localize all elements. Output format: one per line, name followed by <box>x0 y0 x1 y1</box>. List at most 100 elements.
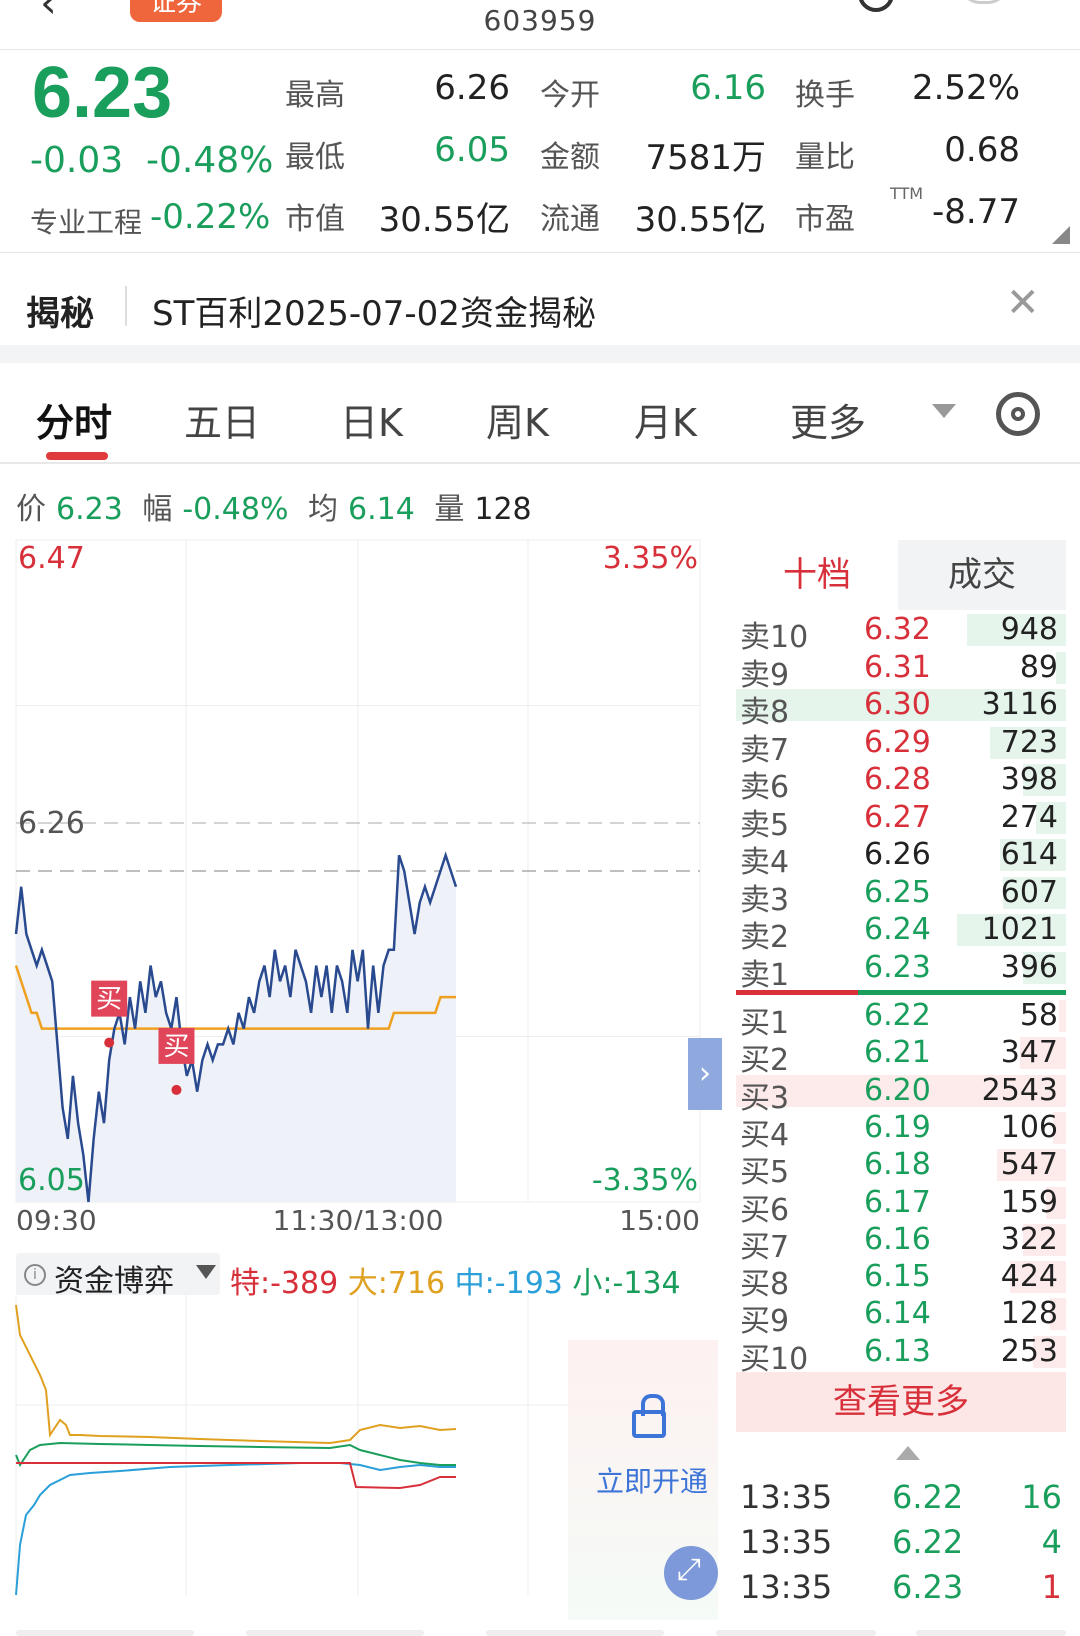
info-icon[interactable]: i <box>24 1264 46 1286</box>
order-book-row[interactable]: 买10 6.13 253 <box>736 1333 1066 1377</box>
volume-label: 量 <box>434 492 465 527</box>
buy-marker-label: 买 <box>96 985 122 1015</box>
y-axis-bottom-label: 6.05 <box>18 1163 85 1198</box>
chevron-up-icon[interactable] <box>896 1446 920 1460</box>
fund-flow-large: 大:716 <box>347 1266 446 1301</box>
reveal-link[interactable]: ST百利2025-07-02资金揭秘 <box>152 294 596 334</box>
order-book-row[interactable]: 买5 6.18 547 <box>736 1147 1066 1190</box>
level-price: 6.25 <box>864 874 931 910</box>
pct-axis-top-label: 3.35% <box>603 541 698 576</box>
volume-bar <box>990 726 1066 759</box>
view-more-button[interactable]: 查看更多 <box>736 1372 1066 1432</box>
level-label: 买6 <box>740 1192 790 1228</box>
bottom-strip <box>16 1630 1066 1636</box>
brand-badge[interactable]: 证券 <box>130 0 222 22</box>
fund-flow-title[interactable]: 资金博弈 <box>54 1264 174 1299</box>
expand-corner-icon[interactable] <box>1052 226 1070 244</box>
order-book-row[interactable]: 买9 6.14 128 <box>736 1296 1066 1339</box>
level-volume: 424 <box>1000 1259 1058 1295</box>
tab-five-day[interactable]: 五日 <box>184 401 261 445</box>
order-book-row[interactable]: 买2 6.21 347 <box>736 1035 1066 1078</box>
tab-intraday[interactable]: 分时 <box>36 401 113 445</box>
level-volume: 3116 <box>981 687 1058 722</box>
ask-bid-divider <box>858 990 1066 995</box>
order-book-row[interactable]: 卖7 6.29 723 <box>736 725 1066 768</box>
quote-label: 今开 <box>540 78 600 113</box>
order-book-row[interactable]: 买4 6.19 106 <box>736 1110 1066 1153</box>
volume-bar <box>1023 1223 1066 1256</box>
fund-flow-large-line <box>15 1304 457 1445</box>
gear-icon[interactable] <box>996 392 1040 436</box>
close-icon[interactable]: ✕ <box>1006 280 1040 326</box>
volume-bar <box>1009 1261 1066 1294</box>
order-book-row[interactable]: 卖3 6.25 607 <box>736 874 1066 918</box>
level-label: 卖10 <box>740 620 809 655</box>
order-book-row[interactable]: 卖10 6.32 948 <box>736 612 1066 655</box>
order-book-row[interactable]: 买6 6.17 159 <box>736 1184 1066 1228</box>
lock-icon[interactable] <box>632 1394 666 1438</box>
price-label: 价 <box>16 492 46 527</box>
buy-marker <box>91 980 128 1017</box>
back-arrow-icon[interactable]: ‹ <box>40 0 57 27</box>
quote-label: 市盈 <box>795 202 855 237</box>
order-book-row[interactable]: 卖6 6.28 398 <box>736 762 1066 805</box>
divider <box>0 462 1080 464</box>
tab-monthly-k[interactable]: 月K <box>634 401 697 445</box>
x-axis-label: 15:00 <box>619 1204 700 1230</box>
order-book-row[interactable]: 卖4 6.26 614 <box>736 837 1066 880</box>
deal-volume: 1 <box>1041 1568 1062 1606</box>
order-book-row[interactable]: 买8 6.15 424 <box>736 1259 1066 1302</box>
level-volume: 547 <box>1000 1147 1058 1183</box>
level-label: 卖5 <box>740 807 790 843</box>
tab-deals[interactable]: 成交 <box>898 540 1066 610</box>
tab-more[interactable]: 更多 <box>790 401 867 445</box>
order-book-row[interactable]: 卖9 6.31 89 <box>736 649 1066 693</box>
price-value: 6.23 <box>56 492 123 527</box>
section-gap <box>0 345 1080 363</box>
level-price: 6.30 <box>864 687 931 722</box>
chevron-down-icon[interactable] <box>932 404 956 418</box>
average-label: 均 <box>308 492 339 527</box>
bottom-tab-hint <box>716 1630 876 1636</box>
fund-flow-selector[interactable] <box>16 1253 220 1295</box>
active-tab-indicator <box>46 452 108 460</box>
level-volume: 2543 <box>981 1072 1058 1108</box>
level-label: 卖7 <box>740 732 790 768</box>
level-label: 卖3 <box>740 882 790 918</box>
level-volume: 253 <box>1000 1333 1058 1369</box>
expand-icon[interactable] <box>664 1546 718 1600</box>
level-price: 6.18 <box>864 1147 931 1183</box>
level-price: 6.24 <box>864 912 931 947</box>
volume-bar <box>736 1074 1066 1107</box>
order-book-row[interactable]: 卖1 6.23 396 <box>736 950 1066 993</box>
industry-name[interactable]: 专业工程 <box>30 206 143 239</box>
order-book-row[interactable]: 卖5 6.27 274 <box>736 800 1066 843</box>
amplitude-label: 幅 <box>142 492 173 527</box>
level-label: 买8 <box>740 1267 790 1303</box>
industry-percent[interactable]: -0.22% <box>150 197 271 237</box>
divider <box>125 286 127 326</box>
quote-label: 金额 <box>540 140 600 175</box>
level-label: 买4 <box>740 1117 790 1153</box>
bottom-tab-hint <box>486 1630 664 1636</box>
order-book-row[interactable]: 买7 6.16 322 <box>736 1222 1066 1265</box>
order-book-row[interactable]: 卖8 6.30 3116 <box>736 687 1066 730</box>
change-percent: -0.48% <box>146 140 274 181</box>
quote-value: -8.77 <box>932 192 1020 232</box>
chevron-right-icon[interactable]: › <box>688 1038 722 1110</box>
bottom-tab-hint <box>246 1630 424 1636</box>
level-label: 买1 <box>740 1006 790 1041</box>
tab-daily-k[interactable]: 日K <box>340 401 403 445</box>
order-book-row[interactable]: 卖2 6.24 1021 <box>736 912 1066 955</box>
chevron-down-icon[interactable] <box>196 1265 216 1279</box>
level-label: 卖2 <box>740 920 790 955</box>
level-price: 6.17 <box>864 1184 931 1220</box>
tab-weekly-k[interactable]: 周K <box>486 401 549 445</box>
order-book-row[interactable]: 买3 6.20 2543 <box>736 1072 1066 1116</box>
intraday-chart[interactable]: 买买6.47 3.35%6.266.05 -3.35%09:30 11:30/13:0… <box>0 530 734 1230</box>
unlock-button[interactable]: 立即开通 <box>596 1465 709 1498</box>
order-book-row[interactable]: 买1 6.22 58 <box>736 998 1066 1041</box>
tab-ten-levels[interactable]: 十档 <box>736 540 898 610</box>
level-volume: 398 <box>1000 762 1058 797</box>
level-price: 6.31 <box>864 649 931 685</box>
